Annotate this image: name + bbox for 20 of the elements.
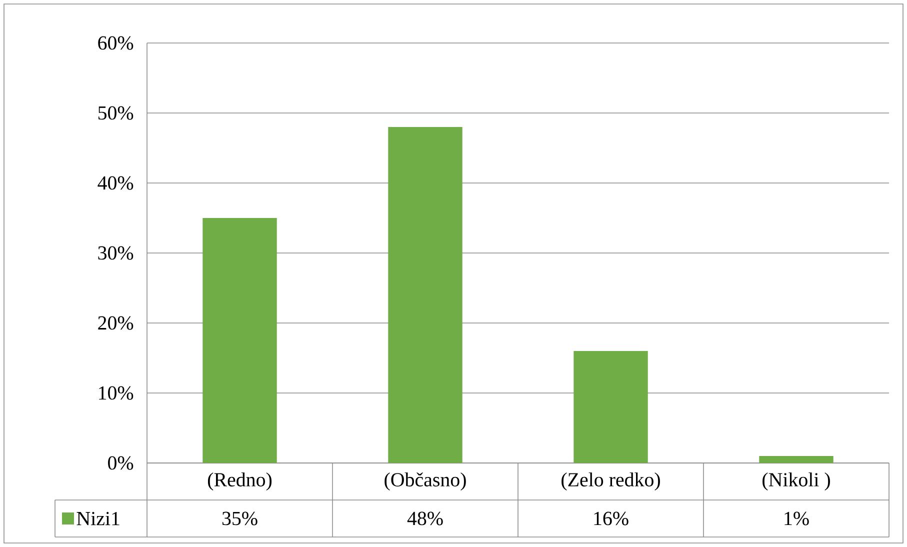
y-tick-label: 0% xyxy=(108,456,134,470)
data-label: 16% xyxy=(594,512,628,526)
x-tick-label: (Občasno) xyxy=(384,472,466,491)
y-tick-label: 20% xyxy=(98,316,134,330)
y-tick-label: 60% xyxy=(98,36,134,50)
x-tick-label: (Nikoli ) xyxy=(762,472,830,491)
data-label: 1% xyxy=(784,512,809,526)
legend-label: Nizi1 xyxy=(76,512,120,526)
y-tick-label: 50% xyxy=(98,106,134,120)
x-tick-label: (Redno) xyxy=(208,472,272,491)
bar xyxy=(574,351,648,463)
bar xyxy=(202,218,277,463)
y-tick-label: 10% xyxy=(99,386,134,400)
x-tick-label: (Zelo redko) xyxy=(562,472,660,491)
bar xyxy=(388,126,462,463)
bar xyxy=(759,456,834,463)
y-tick-label: 30% xyxy=(98,246,134,260)
data-label: 48% xyxy=(407,512,443,526)
data-label: 35% xyxy=(222,512,258,526)
y-tick-label: 40% xyxy=(98,176,134,190)
